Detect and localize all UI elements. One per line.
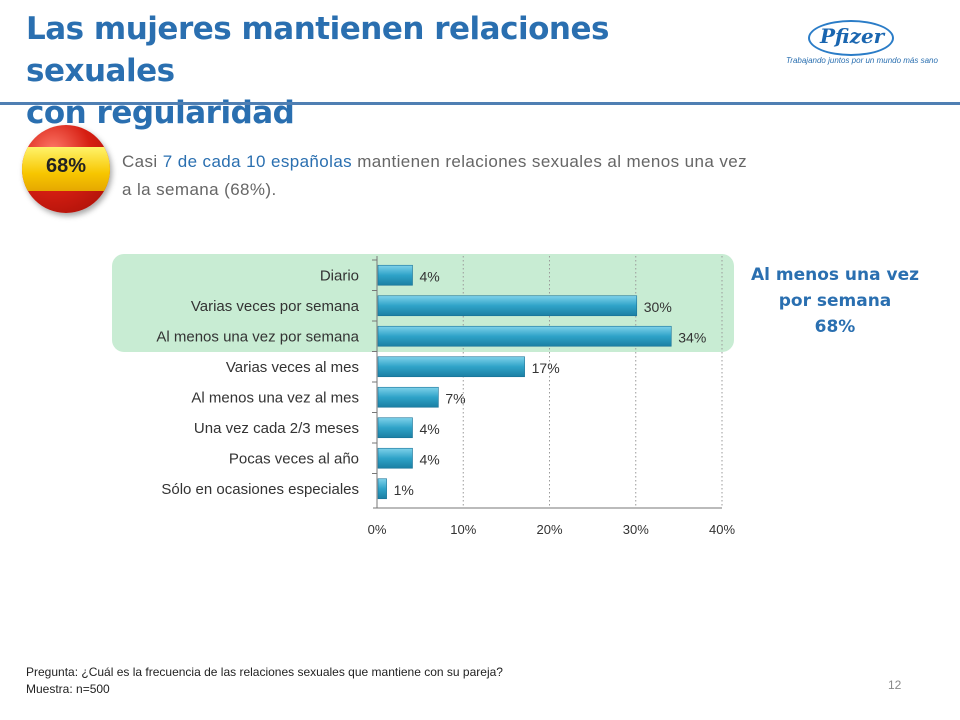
intro-line-2: a la semana (68%). xyxy=(122,180,277,199)
spain-flag-badge-icon: 68% xyxy=(22,125,110,213)
pfizer-logo: Pfizer Trabajando juntos por un mundo má… xyxy=(780,20,938,70)
x-tick-label: 10% xyxy=(450,522,476,537)
category-label: Al menos una vez por semana xyxy=(156,328,359,345)
flag-yellow-band xyxy=(22,147,110,191)
logo-oval-icon xyxy=(808,20,894,56)
logo-tagline: Trabajando juntos por un mundo más sano xyxy=(786,56,938,65)
footer-question: Pregunta: ¿Cuál es la frecuencia de las … xyxy=(26,665,503,679)
value-label: 4% xyxy=(420,421,440,437)
x-tick-label: 40% xyxy=(709,522,735,537)
page-number: 12 xyxy=(888,678,902,692)
page-title: Las mujeres mantienen relaciones sexuale… xyxy=(26,8,726,134)
x-tick-label: 20% xyxy=(536,522,562,537)
intro-highlight: 7 de cada 10 españolas xyxy=(162,152,353,171)
footer-sample: Muestra: n=500 xyxy=(26,682,110,696)
badge-value: 68% xyxy=(45,155,87,177)
value-label: 17% xyxy=(532,360,560,376)
value-label: 4% xyxy=(420,451,440,467)
summary-line-1: Al menos una vez xyxy=(750,265,920,285)
category-label: Al menos una vez al mes xyxy=(191,389,359,406)
bar xyxy=(377,417,413,439)
x-tick-label: 0% xyxy=(368,522,387,537)
bar xyxy=(377,356,525,378)
category-label: Varias veces al mes xyxy=(226,359,359,376)
category-label: Una vez cada 2/3 meses xyxy=(194,420,359,437)
category-label: Varias veces por semana xyxy=(191,298,360,315)
intro-part-2: mantienen relaciones sexuales al menos u… xyxy=(352,152,747,171)
value-label: 1% xyxy=(394,482,414,498)
category-label: Diario xyxy=(320,267,359,284)
weekly-summary: Al menos una vez por semana 68% xyxy=(740,262,930,340)
title-divider xyxy=(0,102,960,105)
intro-part-1: Casi xyxy=(122,152,163,171)
value-label: 7% xyxy=(445,390,465,406)
title-line-1: Las mujeres mantienen relaciones sexuale… xyxy=(26,11,609,89)
category-label: Sólo en ocasiones especiales xyxy=(161,481,359,498)
bar xyxy=(377,386,439,408)
summary-line-2: por semana xyxy=(778,291,892,311)
footer-notes: Pregunta: ¿Cuál es la frecuencia de las … xyxy=(26,664,503,698)
value-label: 34% xyxy=(678,329,706,345)
x-tick-label: 30% xyxy=(623,522,649,537)
summary-line-3: 68% xyxy=(814,317,856,337)
bar xyxy=(377,325,672,347)
bar xyxy=(377,447,413,469)
bar xyxy=(377,264,413,286)
value-label: 30% xyxy=(644,299,672,315)
logo-brand: Pfizer xyxy=(820,24,885,48)
value-label: 4% xyxy=(420,268,440,284)
bar xyxy=(377,478,387,500)
bar xyxy=(377,295,638,317)
intro-text: Casi 7 de cada 10 españolas mantienen re… xyxy=(122,148,882,204)
category-label: Pocas veces al año xyxy=(229,450,359,467)
